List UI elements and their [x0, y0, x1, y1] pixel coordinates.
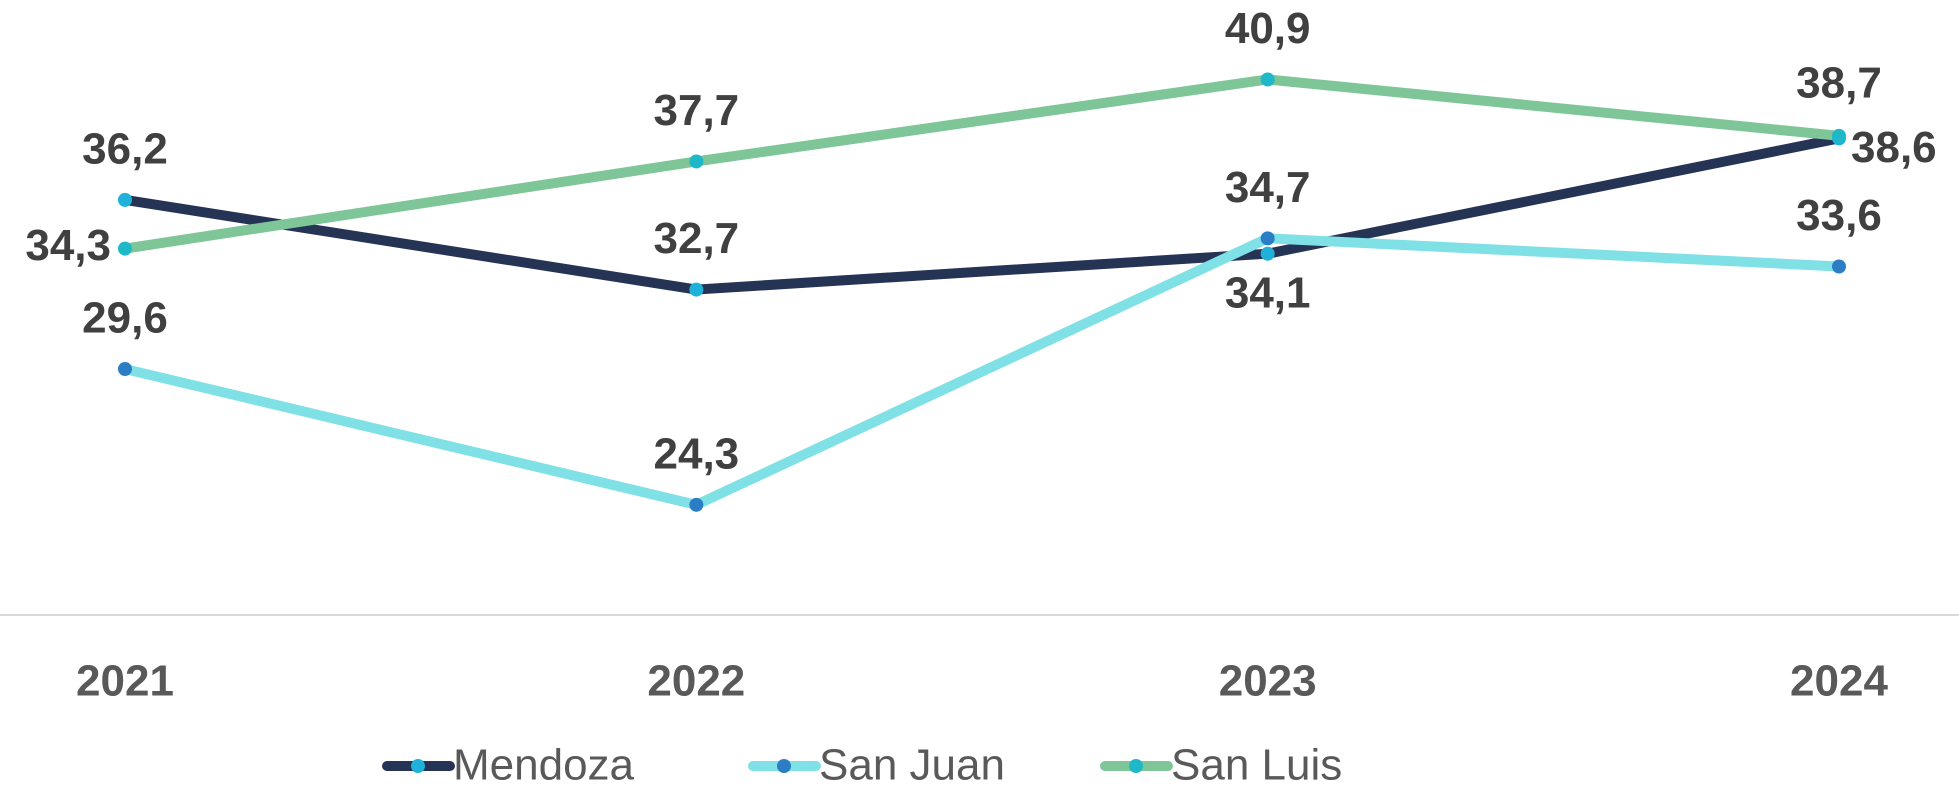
point-marker	[1832, 128, 1846, 143]
data-label: 33,6	[1796, 191, 1882, 240]
data-label: 36,2	[82, 125, 168, 174]
point-marker	[1832, 259, 1846, 274]
series-line	[124, 74, 1840, 254]
point-marker	[689, 497, 704, 512]
x-tick-label: 2023	[1219, 657, 1317, 706]
data-label: 24,3	[654, 429, 740, 478]
data-label: 34,7	[1225, 163, 1311, 212]
point-marker	[1260, 72, 1275, 87]
point-marker	[118, 241, 132, 256]
data-label: 37,7	[654, 86, 740, 135]
x-tick-label: 2021	[76, 657, 174, 706]
legend-marker	[1129, 759, 1143, 773]
point-marker	[689, 282, 704, 297]
data-label: 34,3	[25, 221, 111, 270]
point-marker	[1260, 246, 1275, 261]
legend-marker	[777, 759, 791, 773]
data-label: 40,9	[1225, 4, 1311, 53]
legend-label: Mendoza	[453, 741, 635, 789]
data-label: 34,1	[1225, 268, 1311, 317]
data-label: 32,7	[654, 214, 740, 263]
data-label: 29,6	[82, 294, 168, 343]
series-line	[124, 133, 1840, 295]
legend-label: San Juan	[819, 741, 1005, 789]
series-line	[123, 233, 1840, 510]
x-tick-label: 2024	[1790, 657, 1888, 706]
x-tick-label: 2022	[647, 657, 745, 706]
legend-marker	[411, 759, 425, 773]
data-label: 38,7	[1796, 58, 1882, 107]
point-marker	[1260, 231, 1275, 246]
point-marker	[689, 154, 704, 169]
legend-label: San Luis	[1171, 741, 1342, 789]
point-marker	[118, 362, 132, 376]
data-label: 38,6	[1851, 123, 1937, 172]
point-marker	[118, 192, 132, 207]
